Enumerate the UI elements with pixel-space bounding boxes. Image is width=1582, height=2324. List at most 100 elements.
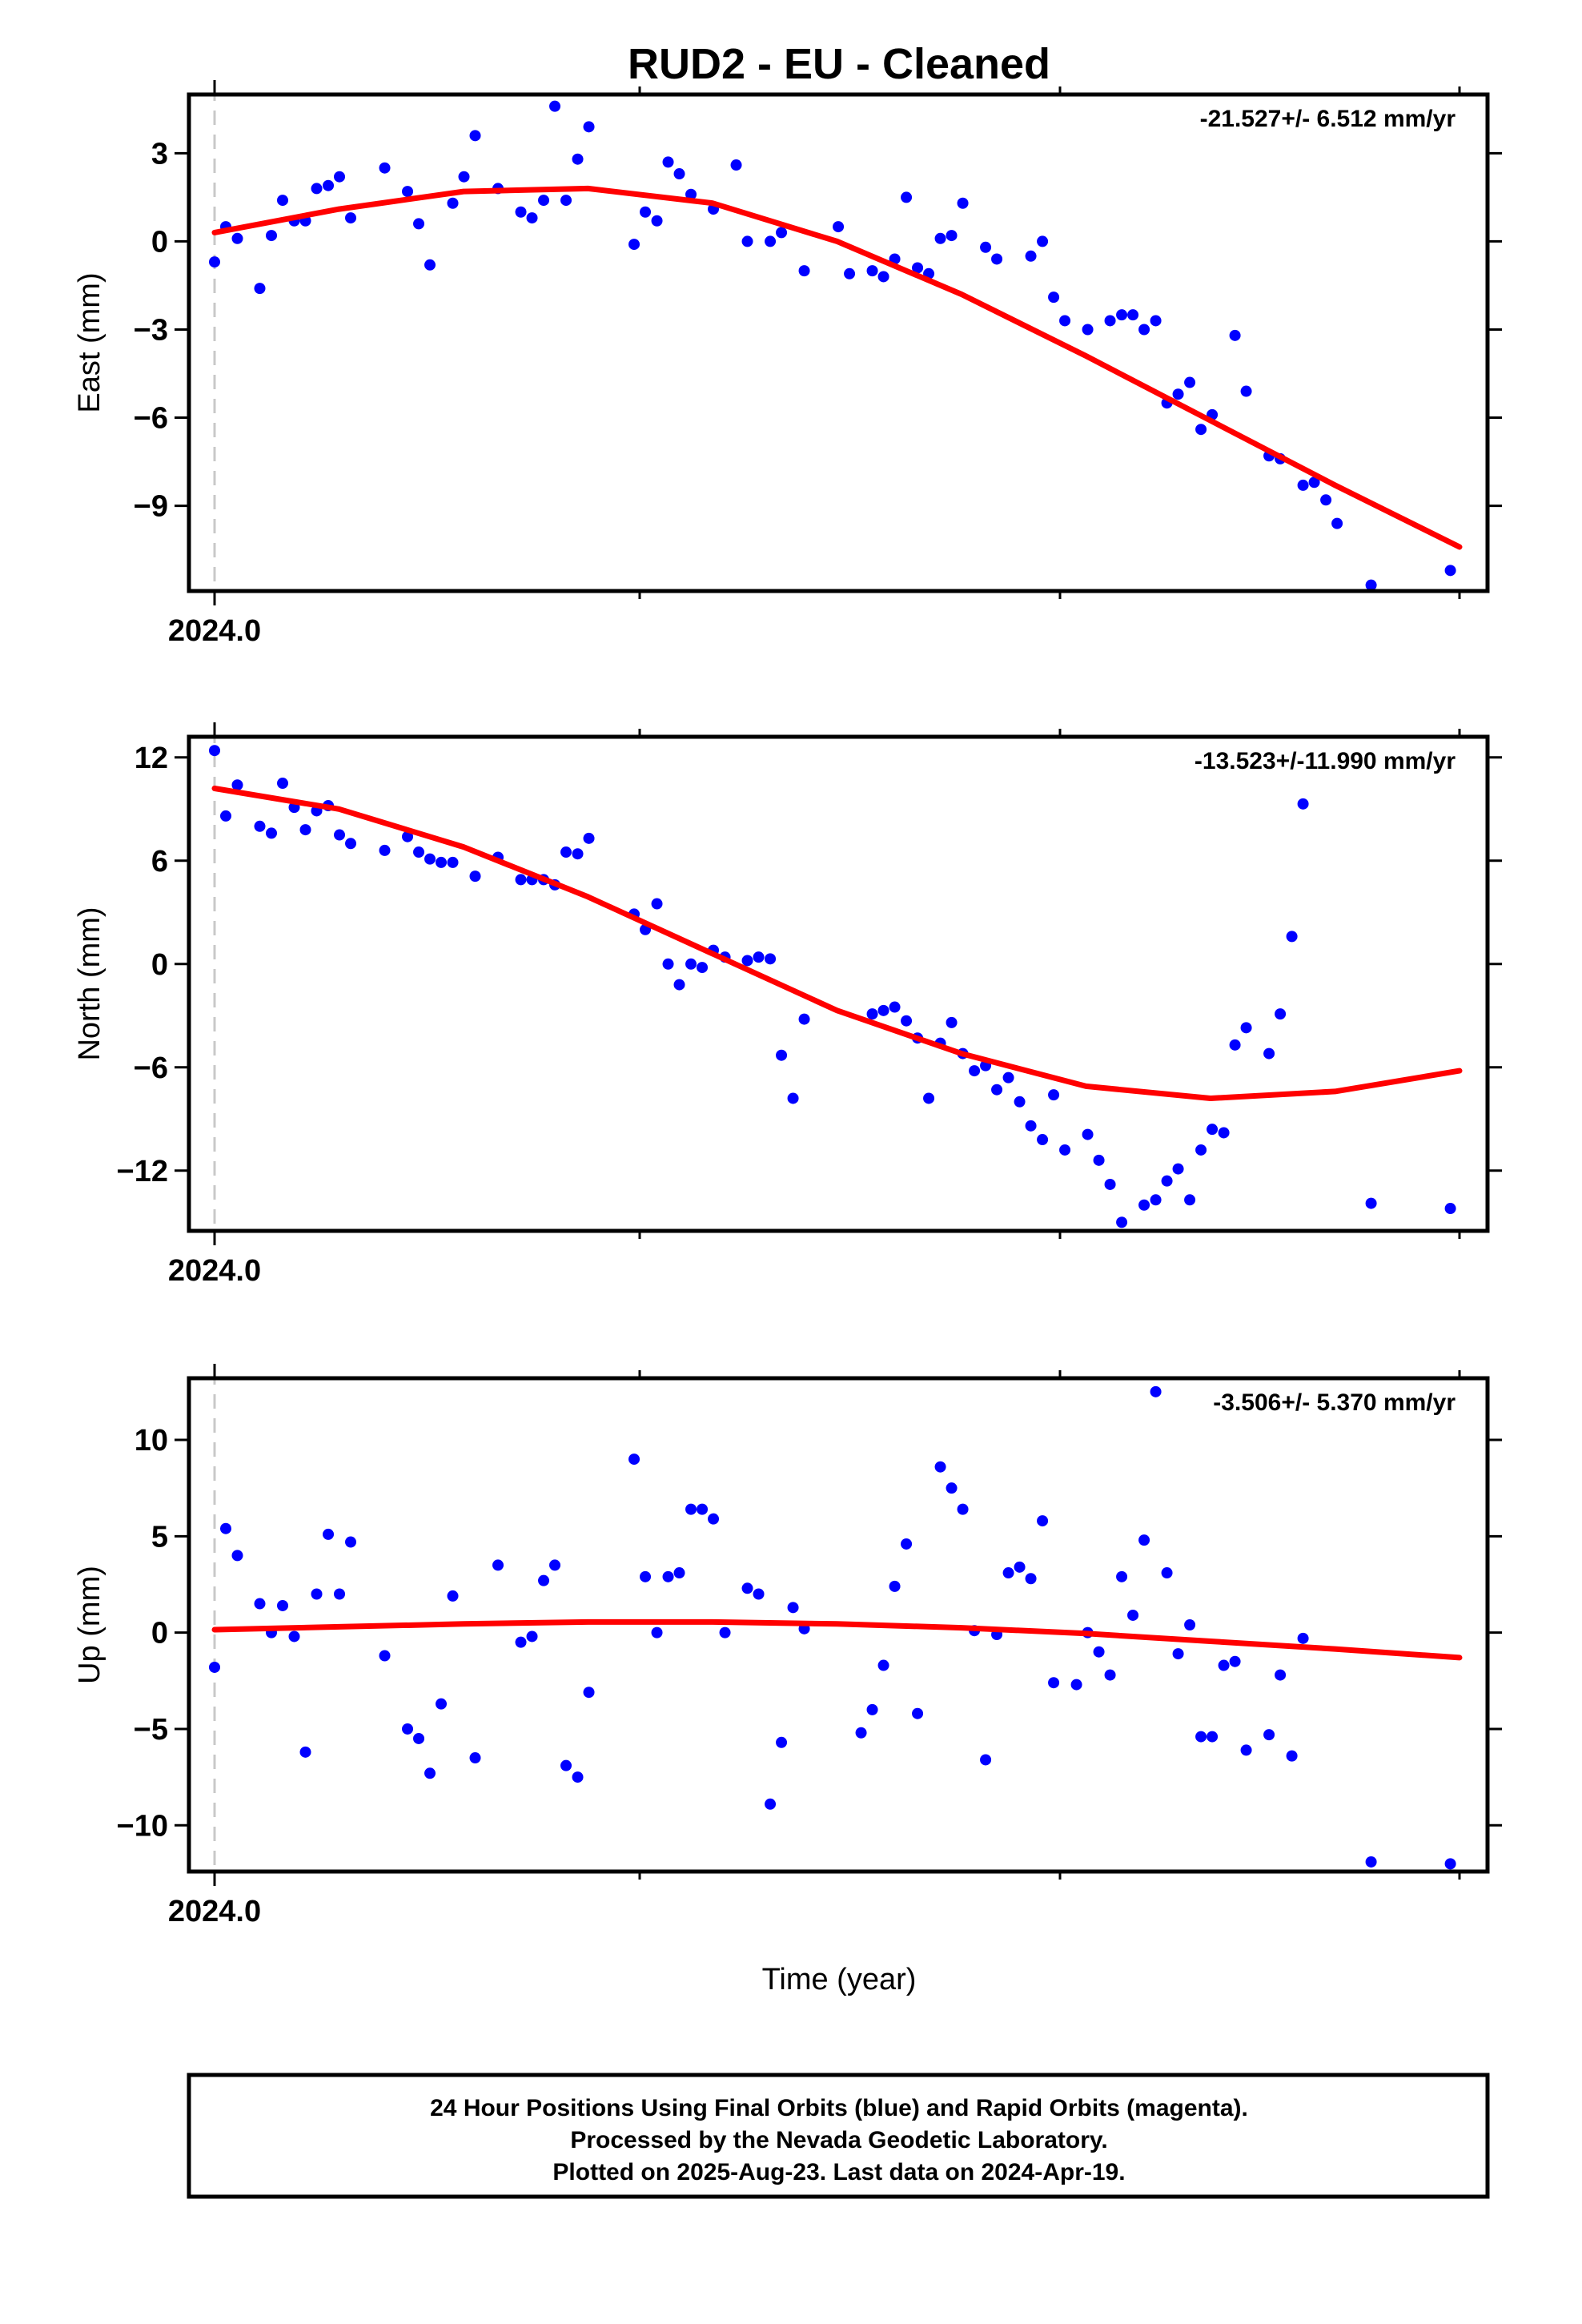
data-point: [219, 810, 231, 822]
data-point: [560, 1759, 572, 1771]
data-point: [526, 212, 538, 224]
data-point: [1048, 1089, 1060, 1101]
data-point: [526, 1630, 538, 1642]
data-point: [946, 230, 958, 242]
data-point: [741, 955, 753, 967]
east-panel: 3 0 −3 −6 −9 -21.527+/- 6.512 mm/yr 2024.0 East…: [73, 80, 1502, 648]
y-tick-label: −6: [134, 1051, 168, 1085]
data-point: [277, 195, 289, 207]
y-axis-label: Up (mm): [73, 1566, 106, 1684]
plot-frame: [187, 734, 1490, 1233]
figure-title: RUD2 - EU - Cleaned: [628, 40, 1050, 88]
data-point: [288, 1630, 300, 1642]
data-point: [628, 239, 640, 251]
y-tick-label: −5: [134, 1713, 168, 1747]
data-point: [413, 218, 425, 230]
data-point: [1082, 1128, 1094, 1140]
data-point: [946, 1482, 958, 1494]
data-point: [209, 1661, 220, 1673]
data-point: [877, 1659, 889, 1671]
rate-label: -21.527+/- 6.512 mm/yr: [1200, 106, 1456, 132]
data-point: [219, 1522, 231, 1534]
data-point: [1082, 324, 1094, 336]
data-point: [436, 1698, 448, 1710]
data-point: [765, 953, 777, 965]
data-point: [334, 171, 346, 183]
rate-label: -13.523+/-11.990 mm/yr: [1195, 748, 1456, 774]
data-point: [1207, 1124, 1219, 1136]
data-point: [538, 195, 550, 207]
data-point: [1286, 1750, 1298, 1762]
data-point: [583, 1687, 595, 1699]
footer-line-1: 24 Hour Positions Using Final Orbits (bl…: [430, 2095, 1248, 2121]
data-point: [1172, 388, 1184, 400]
data-point: [538, 1574, 550, 1586]
data-point: [697, 1503, 709, 1515]
data-point: [1116, 309, 1128, 321]
data-point: [991, 253, 1003, 265]
data-point: [231, 779, 243, 791]
data-point: [901, 191, 913, 203]
data-point: [402, 186, 414, 198]
data-point: [673, 979, 685, 991]
data-point: [1286, 931, 1298, 943]
x-axis-label: Time (year): [762, 1963, 917, 1996]
data-point: [1002, 1072, 1014, 1084]
data-point: [1444, 565, 1456, 577]
data-point: [1184, 376, 1196, 388]
data-point: [776, 1736, 788, 1748]
data-point: [1275, 1669, 1287, 1681]
data-point: [413, 1732, 425, 1744]
data-point: [1207, 1731, 1219, 1743]
data-point: [787, 1602, 799, 1614]
data-point: [1308, 476, 1320, 489]
data-point: [765, 1798, 777, 1810]
data-point: [1127, 309, 1139, 321]
data-point: [572, 153, 584, 165]
data-point: [866, 265, 878, 277]
data-point: [277, 778, 289, 790]
data-point: [1093, 1646, 1105, 1658]
x-tick-label: 2024.0: [168, 614, 261, 648]
data-point: [379, 844, 391, 856]
data-point: [776, 1049, 788, 1061]
data-point: [662, 156, 674, 168]
data-point: [901, 1015, 913, 1027]
data-point: [345, 838, 357, 850]
data-point: [833, 221, 845, 233]
footer-line-3: Plotted on 2025-Aug-23. Last data on 202…: [552, 2159, 1125, 2185]
data-point: [549, 100, 561, 112]
y-tick-label: −9: [134, 490, 168, 524]
data-point: [254, 283, 266, 295]
data-point: [492, 1559, 504, 1571]
data-point: [685, 188, 697, 200]
data-point: [266, 827, 278, 839]
data-point: [1218, 1127, 1230, 1139]
data-point: [209, 745, 220, 757]
rate-label: -3.506+/- 5.370 mm/yr: [1213, 1389, 1456, 1416]
data-point: [1184, 1194, 1196, 1206]
data-point: [379, 1650, 391, 1662]
fit-curve: [211, 1618, 1463, 1661]
data-point: [1025, 1573, 1037, 1585]
north-panel: 12 6 0 −6 −12 -13.523+/-11.990 mm/yr 2024.0 Nor…: [73, 722, 1502, 1288]
data-point: [980, 1754, 992, 1766]
data-point: [651, 1626, 663, 1638]
data-point: [969, 1065, 981, 1077]
data-point: [1037, 1134, 1049, 1146]
data-point: [741, 1582, 753, 1594]
data-point: [424, 1767, 436, 1779]
data-point: [1059, 315, 1071, 327]
data-point: [673, 168, 685, 180]
data-point: [560, 846, 572, 858]
data-point: [1195, 1731, 1207, 1743]
data-point: [379, 162, 391, 174]
data-point: [1059, 1144, 1071, 1156]
y-tick-label: 10: [135, 1424, 168, 1458]
data-point: [1297, 798, 1309, 810]
data-point: [719, 1626, 731, 1638]
data-point: [1172, 1648, 1184, 1660]
y-tick-label: 12: [135, 742, 168, 775]
data-point: [1365, 579, 1377, 591]
data-point: [889, 1580, 901, 1592]
